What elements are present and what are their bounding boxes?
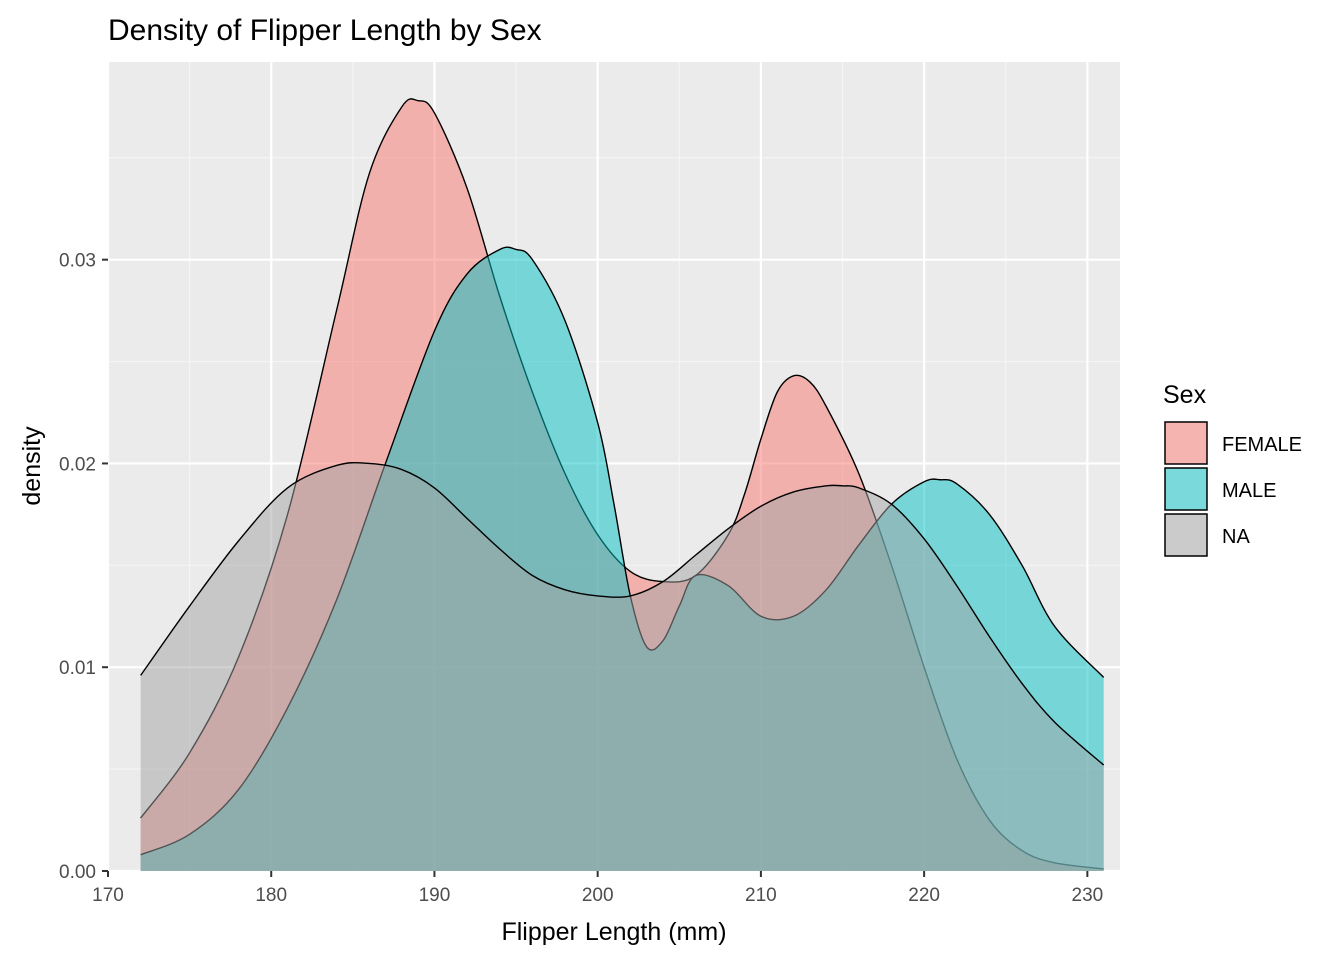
legend-label-female: FEMALE: [1222, 434, 1302, 456]
density-area-na: [140, 462, 1104, 871]
density-line-na: [140, 461, 1105, 766]
x-tick-label: 170: [92, 885, 124, 906]
legend-items: FEMALE MALE NA: [1164, 421, 1302, 557]
y-tick-label: 0.02: [59, 454, 96, 475]
legend-key-male: [1164, 467, 1208, 511]
y-axis: 0.00 0.01 0.02 0.03: [59, 251, 108, 883]
legend-key-na: [1164, 513, 1208, 557]
x-tick-label: 180: [255, 885, 287, 906]
x-tick-label: 220: [908, 885, 940, 906]
y-tick-label: 0.01: [59, 658, 96, 679]
x-axis: 170 180 190 200 210 220 230: [92, 871, 1103, 906]
legend: Sex FEMALE MALE NA: [1163, 381, 1302, 557]
legend-label-na: NA: [1222, 526, 1250, 548]
x-tick-label: 230: [1072, 885, 1104, 906]
x-tick-label: 200: [582, 885, 614, 906]
x-tick-label: 190: [419, 885, 451, 906]
legend-title: Sex: [1163, 381, 1207, 409]
chart-title: Density of Flipper Length by Sex: [108, 14, 542, 47]
legend-key-female: [1164, 421, 1208, 465]
x-tick-label: 210: [745, 885, 777, 906]
legend-label-male: MALE: [1222, 480, 1276, 502]
y-tick-label: 0.00: [59, 862, 96, 883]
density-areas: [140, 98, 1105, 871]
x-axis-title: Flipper Length (mm): [501, 918, 726, 946]
y-axis-title: density: [18, 426, 46, 506]
y-tick-label: 0.03: [59, 251, 96, 272]
